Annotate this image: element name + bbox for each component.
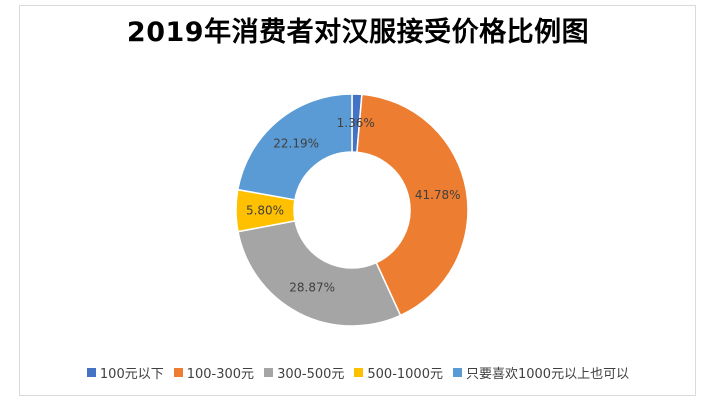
legend-item: 500-1000元 <box>354 363 443 382</box>
donut-slice <box>237 219 402 327</box>
donut-slice <box>356 93 469 317</box>
chart-title: 2019年消费者对汉服接受价格比例图 <box>126 17 590 48</box>
chart-legend: 100元以下 100-300元 300-500元 500-1000元 只要喜欢1000元… <box>0 363 716 382</box>
legend-label: 100元以下 <box>99 367 164 382</box>
slice-data-label: 41.78% <box>415 188 461 202</box>
legend-swatch <box>264 368 274 377</box>
legend-swatch <box>452 368 462 377</box>
slice-data-label: 5.80% <box>246 203 284 217</box>
legend-label: 500-1000元 <box>367 367 443 382</box>
slice-data-label: 1.36% <box>337 116 375 130</box>
legend-swatch <box>354 368 364 377</box>
legend-label: 只要喜欢1000元以上也可以 <box>465 367 630 382</box>
legend-item: 300-500元 <box>264 363 344 382</box>
chart-frame <box>19 5 696 396</box>
legend-item: 只要喜欢1000元以上也可以 <box>452 363 630 382</box>
slice-data-label: 28.87% <box>289 280 335 294</box>
slice-data-label: 22.19% <box>273 136 319 150</box>
donut-slices <box>235 93 469 327</box>
legend-item: 100-300元 <box>173 363 255 382</box>
donut-labels: 1.36% 41.78% 28.87% 5.80% 22.19% <box>246 116 461 294</box>
legend-swatch <box>86 368 96 377</box>
legend-label: 100-300元 <box>186 367 255 382</box>
legend-label: 300-500元 <box>277 367 345 382</box>
legend-item: 100元以下 <box>86 363 164 382</box>
legend-swatch <box>173 368 183 377</box>
donut-slice <box>236 93 353 201</box>
